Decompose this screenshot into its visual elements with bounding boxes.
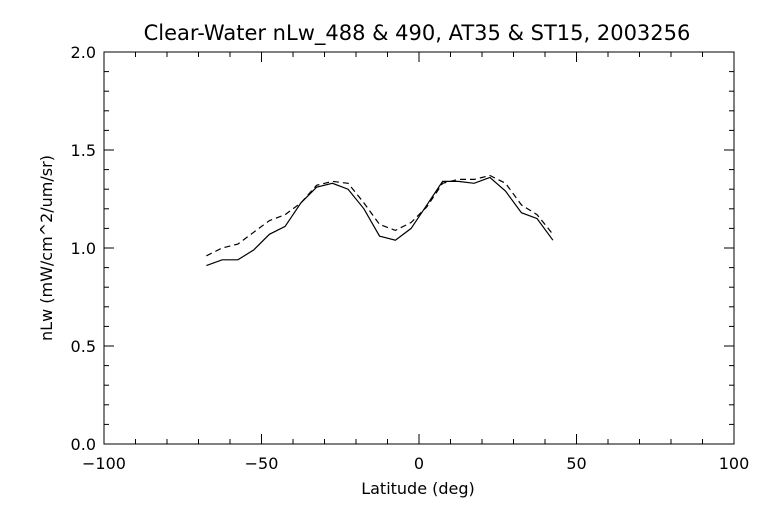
y-axis-label: nLw (mW/cm^2/um/sr)	[37, 155, 56, 341]
y-tick-label: 1.0	[71, 239, 96, 258]
y-tick-label: 2.0	[71, 43, 96, 62]
x-tick-label: −50	[245, 454, 279, 473]
x-axis: −100 −50 0 50 100	[82, 52, 749, 473]
y-tick-label: 0.0	[71, 435, 96, 454]
chart-title: Clear-Water nLw_488 & 490, AT35 & ST15, …	[144, 21, 691, 46]
y-axis: 0.0 0.5 1.0 1.5 2.0	[71, 43, 734, 454]
series-line-solid	[206, 176, 554, 267]
x-tick-label: 100	[719, 454, 750, 473]
y-tick-label: 0.5	[71, 337, 96, 356]
y-tick-label: 1.5	[71, 141, 96, 160]
x-tick-label: 0	[414, 454, 424, 473]
series-group	[206, 174, 554, 267]
x-axis-label: Latitude (deg)	[361, 479, 475, 498]
x-tick-label: 50	[566, 454, 586, 473]
x-tick-label: −100	[82, 454, 126, 473]
plot-frame	[103, 51, 735, 445]
